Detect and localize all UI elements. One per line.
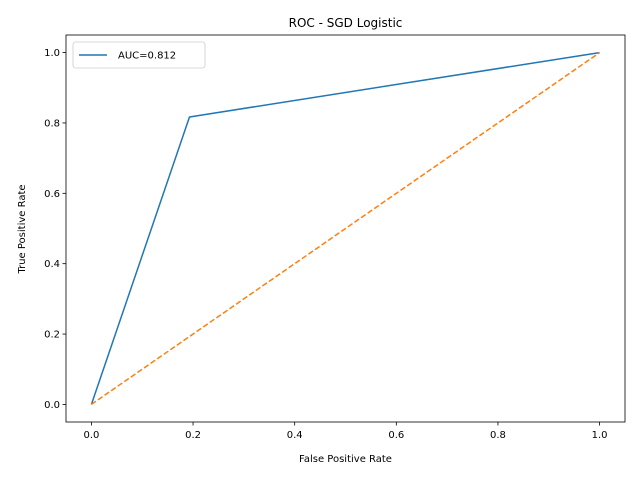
y-axis-label: True Positive Rate — [17, 184, 28, 274]
axes-spines — [65, 34, 626, 423]
x-axis-label: False Positive Rate — [299, 454, 392, 465]
y-tick-label: 0.2 — [44, 330, 60, 341]
legend: AUC=0.812 — [72, 41, 206, 69]
y-axis-ticks: 0.0 0.2 0.4 0.6 0.8 1.0 — [44, 48, 66, 411]
y-tick-label: 0.8 — [44, 118, 60, 129]
x-tick-label: 1.0 — [592, 430, 608, 441]
y-tick-label: 0.4 — [44, 259, 60, 270]
y-tick-label: 0.0 — [44, 400, 60, 411]
x-tick-label: 0.6 — [388, 430, 404, 441]
x-tick-label: 0.0 — [83, 430, 99, 441]
series-layer — [90, 51, 601, 406]
legend-label: AUC=0.812 — [118, 51, 176, 62]
chart-title: ROC - SGD Logistic — [289, 16, 403, 30]
x-axis-ticks: 0.0 0.2 0.4 0.6 0.8 1.0 — [83, 422, 608, 441]
diagonal-reference-line — [90, 51, 601, 406]
legend-box — [72, 41, 206, 69]
x-tick-label: 0.8 — [490, 430, 506, 441]
y-tick-label: 0.6 — [44, 189, 60, 200]
x-tick-label: 0.2 — [185, 430, 201, 441]
axes-frame — [65, 34, 626, 423]
x-tick-label: 0.4 — [287, 430, 303, 441]
y-tick-label: 1.0 — [44, 48, 60, 59]
roc-curve-line — [90, 51, 600, 405]
